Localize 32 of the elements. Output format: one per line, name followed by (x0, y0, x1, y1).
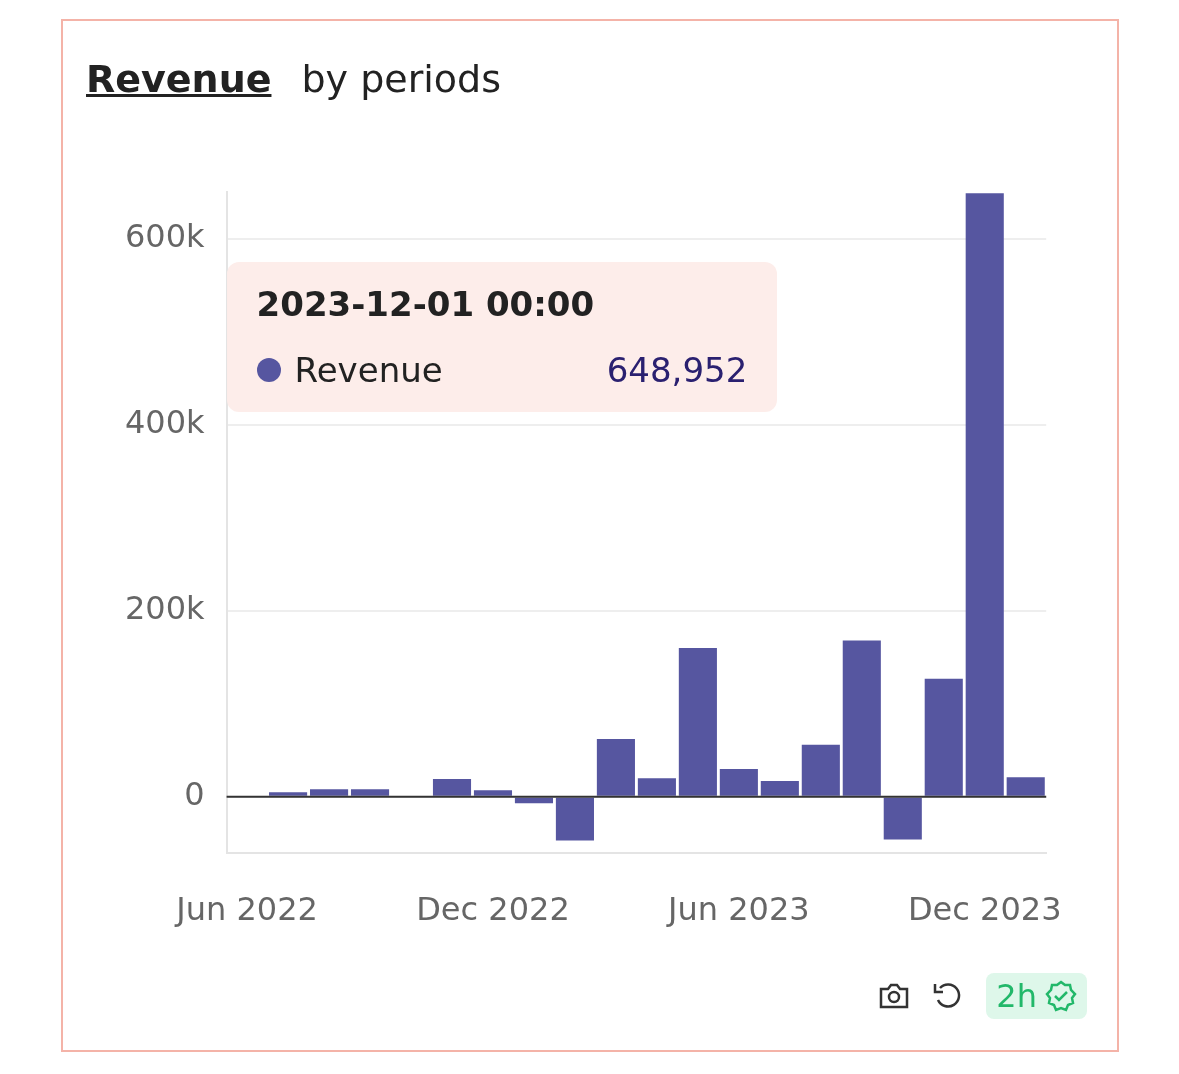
y-tick-label: 600k (125, 217, 206, 256)
chart-title: Revenue (86, 57, 272, 101)
annotation: 2023-12-01 00:00 (256, 284, 596, 325)
bar (1006, 777, 1045, 796)
bar (842, 640, 881, 796)
x-tick-label: Dec 2022 (416, 890, 570, 929)
bar (883, 797, 922, 840)
chart-subtitle: by periods (301, 57, 502, 101)
bar (432, 779, 472, 796)
bar (596, 739, 635, 796)
bar (637, 778, 676, 796)
y-tick-label: 400k (125, 403, 206, 442)
bar (350, 789, 390, 796)
bar (473, 790, 513, 796)
bar (269, 792, 308, 796)
legend-label: Revenue (294, 350, 443, 391)
bar (801, 744, 840, 796)
x-tick-label: Jun 2022 (174, 890, 318, 929)
x-tick-label: Jun 2023 (666, 890, 810, 929)
bar (719, 768, 758, 796)
y-tick-label: 200k (125, 589, 206, 628)
bar (555, 797, 594, 841)
bar (924, 678, 963, 796)
bar (760, 780, 799, 796)
x-tick-label: Dec 2023 (907, 890, 1062, 929)
bar (678, 647, 717, 796)
y-tick-label: 0 (184, 775, 205, 814)
bar (965, 193, 1004, 796)
text: 2h (996, 977, 1037, 1015)
text: 648,952 (606, 350, 748, 391)
bar (514, 797, 554, 804)
bar (310, 789, 349, 796)
